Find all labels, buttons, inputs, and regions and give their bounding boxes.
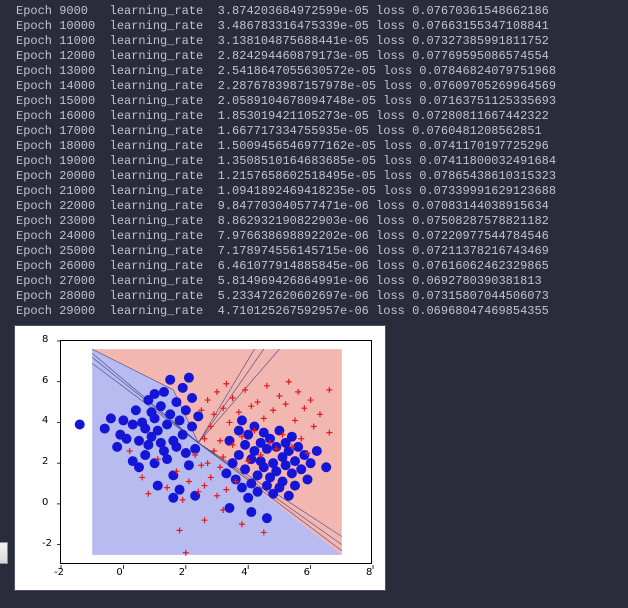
y-tick-label: -2 (42, 538, 52, 549)
x-tick-label: 0 (116, 567, 122, 578)
log-line: Epoch 27000 learning_rate 5.814969426864… (16, 274, 620, 289)
y-tick-label: 0 (42, 497, 48, 508)
decision-boundary-chart: -2 0 2 4 6 8 -2 0 2 4 6 8 (14, 325, 386, 591)
x-tick-label: 6 (304, 567, 310, 578)
log-line: Epoch 14000 learning_rate 2.287678398715… (16, 79, 620, 94)
log-line: Epoch 28000 learning_rate 5.233472620602… (16, 289, 620, 304)
training-log: Epoch 9000 learning_rate 3.8742036849725… (0, 0, 628, 319)
test-loss-line: Test data loss 0.2073688507080078 (0, 591, 628, 608)
log-line: Epoch 20000 learning_rate 1.215765860251… (16, 169, 620, 184)
y-tick-label: 4 (42, 415, 48, 426)
log-line: Epoch 29000 learning_rate 4.710125267592… (16, 304, 620, 319)
log-line: Epoch 11000 learning_rate 3.138104875688… (16, 34, 620, 49)
y-tick-label: 8 (42, 334, 48, 345)
x-tick-label: 4 (241, 567, 247, 578)
x-tick-label: 8 (366, 567, 372, 578)
chart-axes (60, 340, 372, 564)
log-line: Epoch 23000 learning_rate 8.862932190822… (16, 214, 620, 229)
log-line: Epoch 21000 learning_rate 1.094189246941… (16, 184, 620, 199)
log-line: Epoch 12000 learning_rate 2.824294460879… (16, 49, 620, 64)
log-line: Epoch 13000 learning_rate 2.541864705563… (16, 64, 620, 79)
x-tick-label: -2 (54, 567, 64, 578)
log-line: Epoch 15000 learning_rate 2.058910467809… (16, 94, 620, 109)
chart-svg (61, 341, 373, 565)
log-line: Epoch 17000 learning_rate 1.667717334755… (16, 124, 620, 139)
y-tick-label: 6 (42, 375, 48, 386)
log-line: Epoch 10000 learning_rate 3.486783316475… (16, 19, 620, 34)
log-line: Epoch 25000 learning_rate 7.178974556145… (16, 244, 620, 259)
x-tick-label: 2 (179, 567, 185, 578)
log-line: Epoch 22000 learning_rate 9.847703040577… (16, 199, 620, 214)
panel-collapse-handle[interactable] (0, 542, 8, 564)
log-line: Epoch 16000 learning_rate 1.853019421105… (16, 109, 620, 124)
log-line: Epoch 19000 learning_rate 1.350851016468… (16, 154, 620, 169)
log-line: Epoch 18000 learning_rate 1.500945654697… (16, 139, 620, 154)
log-line: Epoch 9000 learning_rate 3.8742036849725… (16, 4, 620, 19)
log-line: Epoch 26000 learning_rate 6.461077914885… (16, 259, 620, 274)
y-tick-label: 2 (42, 456, 48, 467)
log-line: Epoch 24000 learning_rate 7.976638698892… (16, 229, 620, 244)
